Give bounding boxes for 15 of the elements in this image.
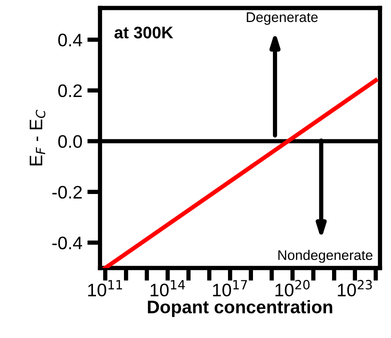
annotation: at 300K (114, 26, 174, 38)
annotation: Nondegenerate (278, 250, 372, 263)
x-axis-title: Dopant concentration (148, 300, 332, 317)
x-tick-label: 10$^{14}$ (150, 280, 185, 296)
x-tick-label: 10$^{23}$ (338, 280, 372, 296)
annotation: Degenerate (246, 12, 318, 25)
y-tick-label: -0.4 (52, 236, 82, 250)
x-tick-label: 10$^{20}$ (275, 280, 310, 296)
x-tick-label: 10$^{17}$ (213, 280, 247, 296)
y-tick-label: -0.2 (52, 186, 82, 199)
y-tick-label: 0.2 (58, 84, 82, 98)
y-axis-title: E$_{F}$ - E$_{C}$ (30, 110, 46, 166)
x-tick-label: 10$^{11}$ (88, 280, 122, 296)
y-tick-label: 0.0 (58, 135, 82, 148)
y-tick-label: 0.4 (58, 34, 82, 46)
